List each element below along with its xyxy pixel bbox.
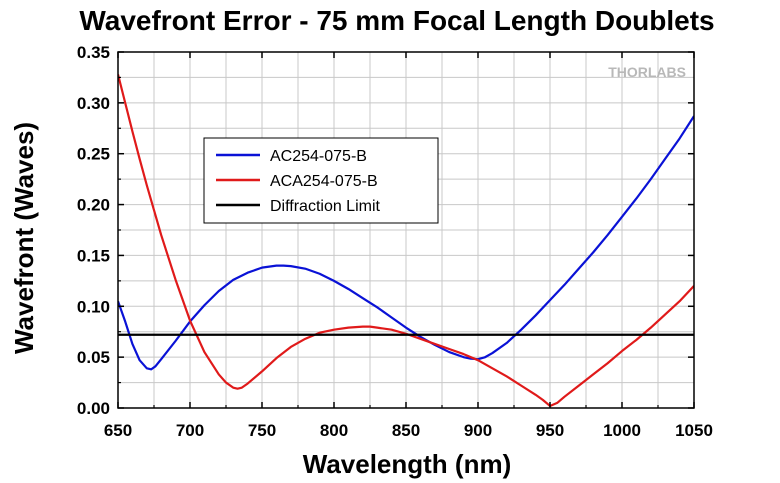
x-tick-label: 800 [320, 421, 348, 440]
legend-entry: ACA254-075-B [270, 173, 378, 190]
y-tick-label: 0.15 [77, 246, 110, 265]
y-tick-label: 0.25 [77, 145, 110, 164]
y-tick-label: 0.00 [77, 399, 110, 418]
x-tick-label: 750 [248, 421, 276, 440]
x-tick-label: 950 [536, 421, 564, 440]
x-tick-label: 900 [464, 421, 492, 440]
grid-lines [117, 51, 695, 409]
legend-entry: AC254-075-B [270, 148, 367, 165]
x-axis-ticks: 650 700 750 800 850 900 950 1000 1050 [104, 52, 713, 440]
legend: AC254-075-B ACA254-075-B Diffraction Limit [203, 137, 439, 224]
thorlabs-logo: THORLABS [608, 64, 686, 80]
chart-title: Wavefront Error - 75 mm Focal Length Dou… [79, 5, 714, 36]
series-line-ac254-075-b [118, 115, 694, 371]
y-axis-label: Wavefront (Waves) [9, 122, 39, 354]
x-axis-label: Wavelength (nm) [303, 449, 511, 479]
x-tick-label: 1000 [603, 421, 641, 440]
legend-entry: Diffraction Limit [270, 198, 381, 215]
y-tick-label: 0.10 [77, 297, 110, 316]
x-tick-label: 850 [392, 421, 420, 440]
series-line-aca254-075-b [118, 74, 694, 408]
y-axis-ticks: 0.00 0.05 0.10 0.15 0.20 0.25 0.30 0.35 [77, 43, 694, 418]
x-tick-label: 650 [104, 421, 132, 440]
y-tick-label: 0.30 [77, 94, 110, 113]
series-lines [118, 74, 694, 408]
x-tick-label: 700 [176, 421, 204, 440]
x-tick-label: 1050 [675, 421, 713, 440]
y-tick-label: 0.35 [77, 43, 110, 62]
y-tick-label: 0.05 [77, 348, 110, 367]
y-tick-label: 0.20 [77, 196, 110, 215]
